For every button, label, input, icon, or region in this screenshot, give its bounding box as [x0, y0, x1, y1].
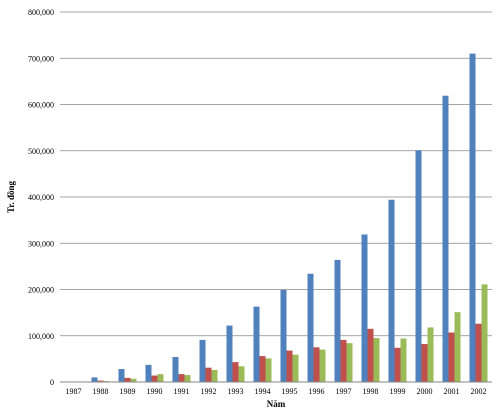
bar-1990-series-1	[145, 364, 152, 382]
bar-1989-series-2	[124, 377, 131, 382]
bar-2001-series-1	[442, 95, 449, 383]
bar-1998-series-3	[373, 338, 380, 382]
y-tick-label: 700,000	[28, 54, 54, 63]
bar-1993-series-2	[232, 362, 239, 382]
bar-2000-series-1	[415, 150, 422, 382]
x-axis-ticks: 1987 1988 1989 1990 1991 1992 1993 1994 1995 1996…	[66, 387, 487, 396]
bar-1996-series-3	[319, 349, 326, 382]
x-tick-label: 1995	[282, 387, 298, 396]
bar-1997-series-1	[334, 259, 341, 382]
x-tick-label: 2000	[417, 387, 433, 396]
bar-1991-series-3	[184, 375, 191, 382]
bar-2000-series-3	[427, 327, 434, 382]
bar-1997-series-2	[340, 339, 347, 382]
bar-1998-series-2	[367, 328, 374, 382]
x-tick-label: 1999	[390, 387, 406, 396]
bars	[91, 53, 488, 383]
bar-1990-series-2	[151, 375, 158, 382]
x-tick-label: 1987	[66, 387, 82, 396]
y-tick-label: 400,000	[28, 193, 54, 202]
x-tick-label: 1993	[228, 387, 244, 396]
y-tick-label: 300,000	[28, 239, 54, 248]
bar-1988-series-1	[91, 377, 98, 382]
x-tick-label: 1991	[174, 387, 190, 396]
bar-1994-series-3	[265, 358, 272, 382]
x-tick-label: 1994	[255, 387, 271, 396]
x-tick-label: 1992	[201, 387, 217, 396]
x-tick-label: 1996	[309, 387, 325, 396]
y-tick-label: 200,000	[28, 286, 54, 295]
bar-1998-series-1	[361, 234, 368, 382]
bar-1992-series-3	[211, 369, 218, 382]
x-tick-label: 1990	[147, 387, 163, 396]
bar-1993-series-1	[226, 325, 233, 382]
bar-1999-series-3	[400, 338, 407, 382]
bar-1989-series-3	[130, 378, 137, 382]
bar-1996-series-2	[313, 347, 320, 382]
bar-1996-series-1	[307, 273, 314, 382]
bar-1992-series-1	[199, 339, 206, 382]
y-tick-label: 100,000	[28, 332, 54, 341]
bar-2002-series-2	[475, 323, 482, 382]
bar-1999-series-2	[394, 347, 401, 382]
y-tick-label: 800,000	[28, 8, 54, 17]
bar-2001-series-2	[448, 332, 455, 382]
bar-1994-series-1	[253, 306, 260, 382]
bar-2002-series-1	[469, 53, 476, 382]
bar-2002-series-3	[481, 284, 488, 382]
bar-1989-series-1	[118, 369, 125, 382]
bar-1997-series-3	[346, 343, 353, 382]
bar-1999-series-1	[388, 199, 395, 382]
y-tick-label: 0	[50, 378, 54, 387]
bar-1993-series-3	[238, 366, 245, 382]
x-tick-label: 1988	[93, 387, 109, 396]
bar-1995-series-3	[292, 354, 299, 382]
x-tick-label: 2001	[444, 387, 460, 396]
x-tick-label: 1998	[363, 387, 379, 396]
bar-1995-series-1	[280, 289, 287, 382]
y-tick-label: 500,000	[28, 147, 54, 156]
bar-1991-series-1	[172, 357, 179, 382]
bar-1988-series-2	[97, 380, 104, 382]
x-axis-title: Năm	[267, 399, 286, 409]
y-axis-title: Tr. đồng	[6, 180, 16, 213]
y-axis-ticks: 0 100,000 200,000 300,000 400,000 500,000 600,…	[28, 8, 54, 387]
bar-1990-series-3	[157, 374, 164, 382]
y-tick-label: 600,000	[28, 101, 54, 110]
bar-1991-series-2	[178, 374, 185, 382]
x-tick-label: 2002	[471, 387, 487, 396]
bar-1995-series-2	[286, 350, 293, 382]
grid-lines	[60, 11, 492, 337]
bar-2000-series-2	[421, 344, 428, 382]
x-tick-label: 1997	[336, 387, 352, 396]
bar-1994-series-2	[259, 356, 266, 382]
x-tick-label: 1989	[120, 387, 136, 396]
bar-2001-series-3	[454, 312, 461, 382]
bar-1992-series-2	[205, 367, 212, 382]
